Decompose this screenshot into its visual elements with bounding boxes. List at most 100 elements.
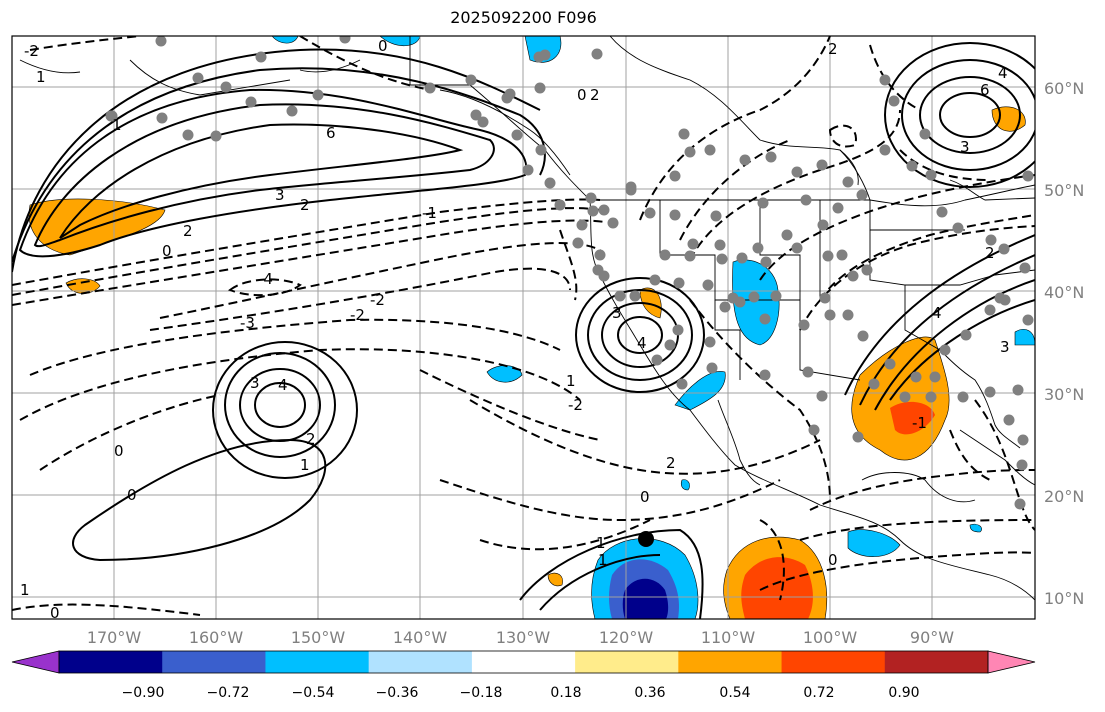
colorbar-bin [59, 651, 163, 673]
map-title: 2025092200 F096 [450, 8, 597, 27]
station-dot [925, 169, 937, 181]
station-dot [985, 234, 997, 246]
station-dot [676, 378, 688, 390]
station-dot [1022, 170, 1034, 182]
station-dot [544, 177, 556, 189]
contour-label: 1 [20, 581, 30, 599]
coastlines [19, 36, 1035, 601]
station-dot [594, 249, 606, 261]
contour-label: 2 [828, 40, 838, 58]
contour-label: 6 [980, 81, 990, 99]
station-dot [704, 336, 716, 348]
contour-label: 4 [278, 376, 288, 394]
station-dot [998, 243, 1010, 255]
station-dot [999, 294, 1011, 306]
station-dot [672, 324, 684, 336]
colorbar-tick: −0.72 [207, 685, 250, 701]
station-dot [739, 154, 751, 166]
station-dot [879, 144, 891, 156]
station-dot [684, 146, 696, 158]
colorbar-extend-min [11, 650, 60, 674]
station-dot [1017, 434, 1029, 446]
station-dot [534, 82, 546, 94]
storm-marker [638, 531, 654, 547]
station-dot [554, 199, 566, 211]
station-dot [673, 277, 685, 289]
contour-label: 2 [300, 196, 310, 214]
station-dot [644, 207, 656, 219]
station-dot [808, 424, 820, 436]
colorbar-tick: −0.54 [292, 685, 335, 701]
contour-label: 0 [378, 37, 388, 55]
station-dot [879, 74, 891, 86]
colorbar-bin [162, 651, 266, 673]
station-dot [684, 250, 696, 262]
station-dot [791, 166, 803, 178]
colorbar-frame [58, 650, 989, 674]
station-dot [704, 144, 716, 156]
station-dot [339, 36, 351, 44]
station-dot [649, 274, 661, 286]
contour-label: 0 [114, 442, 124, 460]
colorbar-extend-max [987, 650, 1036, 674]
colorbar-bin [265, 651, 370, 673]
station-dot [817, 219, 829, 231]
station-dot [614, 290, 626, 302]
lon-label: 100°W [803, 628, 858, 647]
lon-label: 120°W [599, 628, 654, 647]
station-dot [861, 264, 873, 276]
colorbar-tick: 0.18 [550, 685, 581, 701]
station-dot [925, 391, 937, 403]
station-dot [791, 242, 803, 254]
station-dot [687, 238, 699, 250]
contour-label: 0 [640, 488, 650, 506]
contour-label: -1 [912, 414, 927, 432]
station-dot [816, 390, 828, 402]
station-dot [734, 296, 746, 308]
station-dot [906, 160, 918, 172]
station-dot [255, 51, 267, 63]
contour-label: 3 [250, 374, 260, 392]
station-dot [800, 194, 812, 206]
colorbar-tick-labels: −0.90 −0.72 −0.54 −0.36 −0.18 0.18 0.36 … [122, 685, 920, 701]
station-dot [669, 170, 681, 182]
station-markers [105, 36, 1034, 510]
station-dot [511, 129, 523, 141]
station-dot [286, 105, 298, 117]
station-dot [759, 369, 771, 381]
station-dot [719, 301, 731, 313]
station-dot [625, 184, 637, 196]
contour-label: -2 [370, 291, 385, 309]
station-dot [857, 330, 869, 342]
contour-label: 0 [828, 551, 838, 569]
station-dot [585, 192, 597, 204]
contour-label: 3 [960, 138, 970, 156]
station-dot [155, 36, 167, 47]
contour-label: 4 [932, 304, 942, 322]
contour-label: -1 [422, 204, 437, 222]
station-dot [587, 205, 599, 217]
contour-label: 1 [300, 456, 310, 474]
contour-label: 1 [598, 551, 608, 569]
station-dot [572, 237, 584, 249]
colorbar-tick: 0.36 [634, 685, 665, 701]
station-dot [752, 242, 764, 254]
station-dot [535, 144, 547, 156]
lon-label: 140°W [393, 628, 448, 647]
colorbar-tick: 0.72 [803, 685, 834, 701]
lat-label: 60°N [1044, 79, 1084, 98]
station-dot [651, 354, 663, 366]
colorbar-bin [471, 651, 576, 673]
contour-label: 1 [596, 534, 606, 552]
contour-label: 3 [1000, 338, 1010, 356]
station-dot [1012, 384, 1024, 396]
contour-label: 0 [50, 604, 60, 622]
contour-label: 0 [577, 86, 587, 104]
station-dot [757, 197, 769, 209]
contour-label: 2 [590, 86, 600, 104]
station-dot [919, 128, 931, 140]
station-dot [710, 210, 722, 222]
colorbar-bin [781, 651, 886, 673]
station-dot [984, 386, 996, 398]
